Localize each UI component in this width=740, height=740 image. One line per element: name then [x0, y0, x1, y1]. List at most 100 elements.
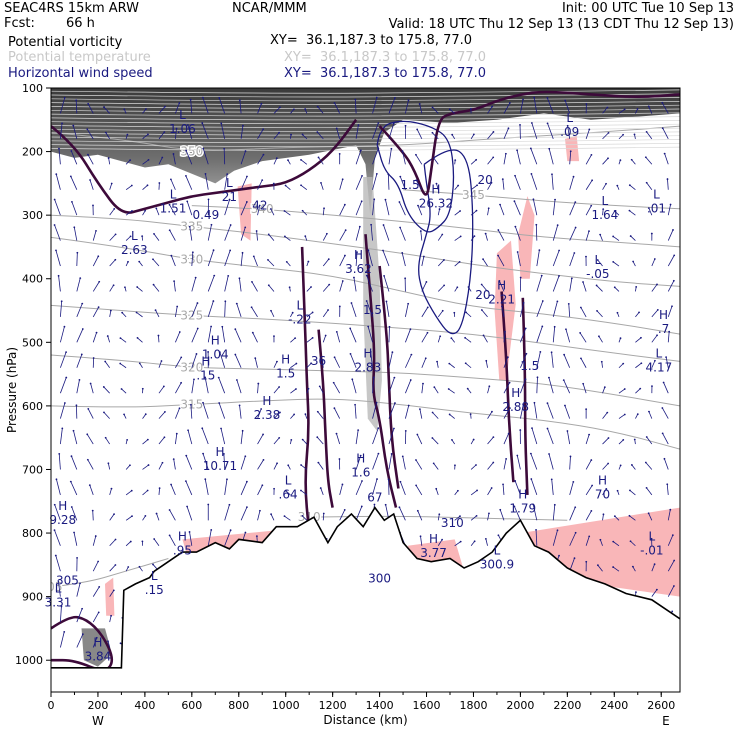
wind-vector-shaft — [651, 284, 658, 292]
wind-vector — [372, 172, 378, 190]
wind-vector-head — [531, 427, 533, 430]
wind-vector-head — [562, 379, 565, 382]
wind-vector-shaft — [514, 175, 521, 190]
wind-vector-head — [307, 260, 310, 263]
wind-vector — [552, 198, 556, 216]
extremum-value: 1.06 — [169, 122, 196, 136]
theta-label-340: 340 — [251, 202, 274, 216]
y-tick-label: 500 — [22, 336, 43, 349]
wind-vector — [170, 254, 176, 267]
wind-vector-shaft — [76, 252, 78, 267]
wind-vector — [454, 260, 461, 267]
extremum-type: L — [648, 529, 655, 543]
wind-vector-shaft — [59, 631, 65, 648]
wind-vector — [661, 101, 669, 114]
wind-vector-head — [650, 537, 653, 540]
wind-vector-shaft — [437, 539, 443, 546]
wind-vector — [257, 153, 265, 165]
wind-vector-shaft — [470, 235, 475, 241]
wind-vector-shaft — [449, 108, 455, 114]
wind-vector-head — [548, 147, 551, 150]
wind-vector — [367, 325, 373, 343]
wind-vector-head — [60, 605, 63, 608]
wind-vector-shaft — [170, 255, 176, 267]
wind-vector-head — [187, 429, 189, 432]
wind-vector-shaft — [120, 337, 127, 343]
wind-vector-shaft — [72, 125, 78, 139]
wind-vector — [419, 408, 423, 419]
west-endpoint-label: W — [92, 714, 104, 728]
wind-vector-head — [287, 464, 290, 467]
wind-vector — [273, 335, 275, 343]
wind-vector-shaft — [383, 224, 390, 241]
wind-vector — [123, 413, 127, 419]
wind-vector-shaft — [224, 301, 226, 317]
wind-vector-shaft — [415, 485, 423, 496]
wind-vector — [76, 251, 79, 267]
wind-vector-head — [114, 564, 117, 566]
x-tick-label: 1800 — [459, 699, 487, 712]
wind-vector-head — [278, 386, 281, 388]
wind-vector-shaft — [648, 411, 653, 419]
wind-vector-shaft — [92, 510, 94, 521]
wind-vector-shaft — [372, 173, 378, 190]
wind-vector — [513, 505, 521, 521]
wind-vector-shaft — [520, 302, 525, 317]
wind-vector-head — [317, 156, 320, 159]
wind-vector — [399, 226, 406, 241]
wind-vector — [470, 133, 475, 140]
wind-vector-head — [55, 173, 58, 176]
wind-vector — [290, 362, 298, 369]
wind-vector-head — [456, 286, 459, 289]
wind-vector-shaft — [580, 358, 587, 368]
wind-vector-head — [109, 309, 112, 312]
wind-vector — [119, 337, 127, 343]
wind-vector — [190, 403, 193, 419]
wind-vector — [372, 376, 375, 394]
wind-vector — [629, 489, 636, 496]
wind-vector — [92, 255, 100, 267]
wind-vector-head — [195, 353, 198, 355]
wind-vector — [529, 452, 538, 470]
wind-vector-shaft — [89, 485, 94, 496]
wind-vector-head — [574, 506, 577, 509]
wind-vector-head — [556, 224, 559, 226]
wind-vector-shaft — [317, 131, 324, 140]
wind-vector-head — [276, 462, 278, 465]
wind-vector — [109, 564, 117, 572]
wind-vector — [618, 337, 622, 343]
wind-vector — [224, 249, 232, 267]
wind-vector-head — [464, 362, 467, 365]
wind-vector — [514, 480, 521, 496]
theta-contour-upper — [51, 139, 680, 144]
wind-vector — [92, 357, 95, 368]
wind-vector-shaft — [585, 129, 590, 139]
wind-vector-shaft — [121, 388, 127, 394]
wind-vector-head — [244, 531, 247, 534]
wind-vector-head — [279, 411, 281, 414]
extremum-value: 3.77 — [420, 546, 447, 560]
wind-vector — [631, 565, 636, 572]
wind-vector-head — [450, 337, 453, 340]
wind-vector-head — [661, 407, 664, 409]
wind-vector-shaft — [58, 275, 61, 292]
wind-vector-shaft — [257, 459, 264, 470]
wind-vector-shaft — [567, 125, 571, 139]
wind-vector-shaft — [273, 132, 280, 140]
wind-vector — [372, 122, 380, 140]
wind-vector — [300, 158, 308, 165]
wind-vector — [569, 480, 575, 496]
wind-vector-shaft — [224, 479, 228, 495]
wind-vector-shaft — [191, 277, 197, 292]
wind-vector — [339, 229, 347, 241]
wind-vector-shaft — [432, 132, 439, 140]
wind-vector — [76, 557, 78, 572]
wind-vector — [632, 260, 636, 267]
wind-vector-shaft — [534, 402, 538, 419]
wind-vector-head — [600, 360, 603, 363]
wind-vector-shaft — [353, 277, 357, 292]
wind-vector-shaft — [355, 506, 363, 521]
wind-vector — [59, 427, 64, 445]
wind-vector — [87, 153, 94, 165]
wind-vector — [155, 512, 160, 521]
